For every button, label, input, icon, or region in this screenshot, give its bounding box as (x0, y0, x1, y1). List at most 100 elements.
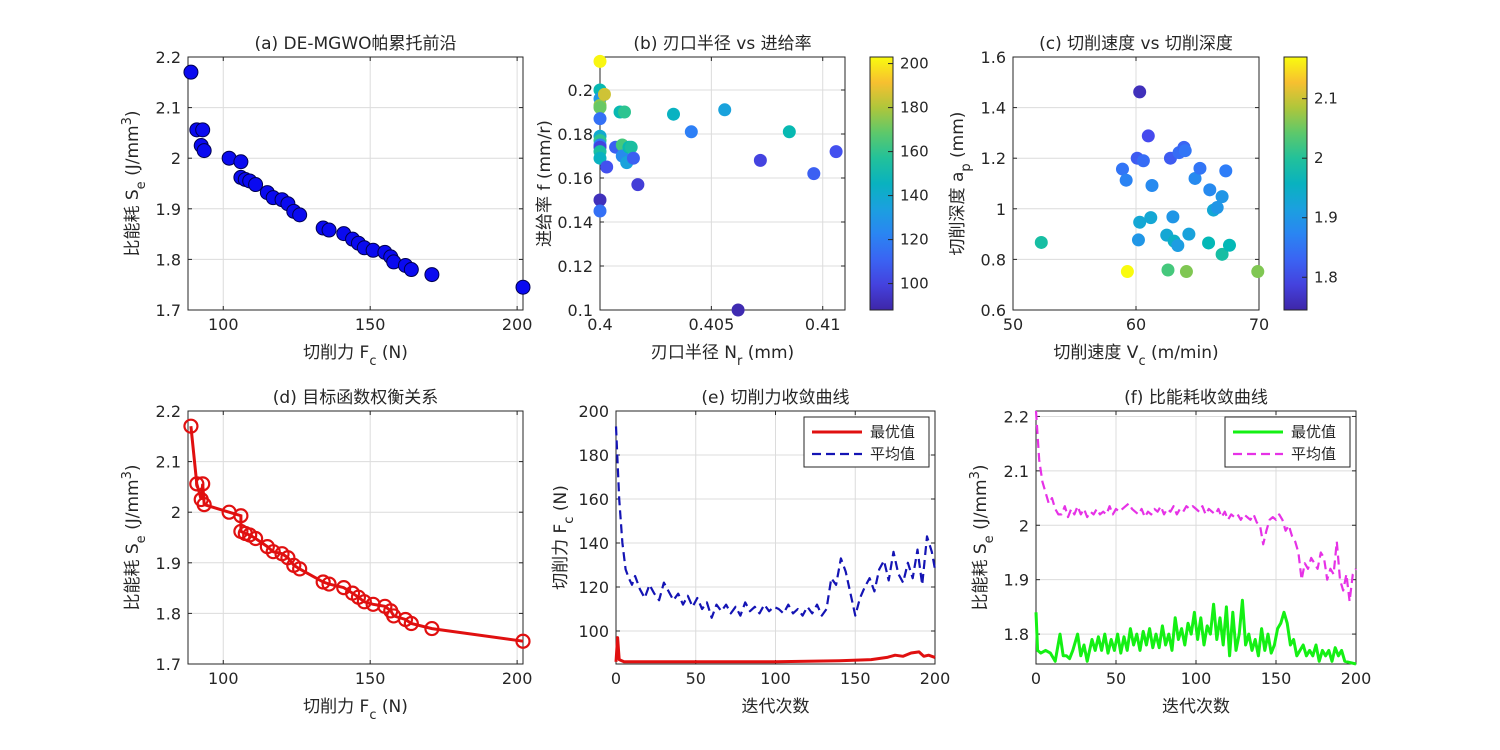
scatter-point (684, 125, 698, 139)
y-axis-label-unit: (J/mm (123, 479, 143, 535)
x-axis-label-main: 刃口半径 N (651, 343, 737, 363)
scatter-point (1193, 161, 1207, 175)
pareto-point (403, 262, 419, 278)
y-axis-label-end: ) (971, 464, 991, 471)
pareto-point (515, 279, 531, 295)
x-tick-label: 100 (1181, 669, 1212, 688)
axes-box-a (187, 56, 524, 311)
pareto-point (292, 207, 308, 223)
scatter-point (782, 125, 796, 139)
colorbar-tick-label: 1.9 (1314, 209, 1338, 227)
x-tick-label: 200 (1341, 669, 1372, 688)
y-tick-label: 1.8 (1004, 625, 1029, 644)
legend-label: 平均值 (870, 445, 915, 463)
y-axis-label-b: 进给率 f (mm/r) (535, 120, 555, 247)
x-tick-label: 100 (208, 669, 239, 688)
scatter-point (1222, 238, 1236, 252)
x-tick-label: 0.405 (688, 315, 734, 334)
y-tick-label: 200 (578, 402, 609, 421)
y-tick-label: 0.6 (981, 301, 1006, 320)
y-tick-label: 2 (171, 503, 181, 522)
chart-title-a: (a) DE-MGWO帕累托前沿 (254, 34, 456, 54)
pareto-point (321, 222, 337, 238)
scatter-point (1202, 236, 1216, 250)
scatter-point (593, 151, 607, 165)
tradeoff-marker (403, 615, 419, 632)
scatter-point (731, 303, 745, 317)
x-tick-label: 0 (1031, 669, 1041, 688)
x-tick-label: 70 (1249, 315, 1269, 334)
x-axis-label-subscript: r (737, 354, 743, 369)
y-tick-label: 2.2 (1004, 407, 1029, 426)
colorbar-b (869, 56, 894, 311)
pareto-point (195, 122, 211, 138)
x-axis-label-f: 迭代次数 (1162, 697, 1230, 717)
plot-layer-f (1034, 410, 1357, 666)
scatter-point (1119, 173, 1133, 187)
y-axis-label-unit: (mm) (948, 112, 968, 164)
plot-layer-b (593, 54, 843, 317)
pareto-point (183, 64, 199, 80)
plot-layer-c (1034, 85, 1265, 279)
scatter-point (593, 193, 607, 207)
y-tick-label: 0.2 (568, 81, 593, 100)
x-axis-label-main: 迭代次数 (742, 697, 810, 717)
x-tick-label: 150 (355, 669, 386, 688)
y-axis-label-main: 切削力 F (551, 524, 571, 590)
x-axis-label-a: 切削力 Fc (N) (303, 343, 408, 369)
y-tick-label: 2 (171, 149, 181, 168)
scatter-point (593, 204, 607, 218)
x-axis-label-subscript: c (369, 708, 376, 723)
legend-box (803, 416, 930, 468)
scatter-point (1133, 85, 1147, 99)
tradeoff-marker (515, 633, 531, 649)
chart-title-b: (b) 刃口半径 vs 进给率 (633, 34, 811, 54)
axes-box-d (187, 410, 524, 665)
scatter-point (593, 54, 607, 68)
y-tick-label: 160 (578, 490, 609, 509)
y-tick-label: 140 (578, 534, 609, 553)
series-line-f-1 (1034, 410, 1357, 603)
scatter-point (718, 103, 732, 117)
y-axis-label-a: 比能耗 Se (J/mm3) (120, 110, 149, 256)
tradeoff-marker (196, 497, 212, 513)
scatter-point (1136, 154, 1150, 168)
x-tick-label: 50 (1106, 669, 1126, 688)
scatter-point (593, 101, 607, 115)
pareto-point (233, 154, 249, 170)
y-tick-label: 2 (1019, 516, 1029, 535)
y-axis-label-subscript: p (959, 163, 974, 171)
colorbar-c (1283, 56, 1308, 311)
y-axis-label-f: 比能耗 Se (J/mm3) (968, 464, 997, 610)
x-axis-label-unit: (N) (376, 343, 407, 363)
y-tick-label: 0.12 (557, 257, 593, 276)
scatter-point (1166, 210, 1180, 224)
tradeoff-marker (189, 476, 205, 492)
y-axis-label-c: 切削深度 ap (mm) (948, 112, 974, 256)
x-tick-label: 200 (920, 669, 951, 688)
x-tick-label: 0.41 (805, 315, 841, 334)
y-axis-label-e: 切削力 Fc (N) (551, 485, 577, 590)
scatter-point (1145, 179, 1159, 193)
tradeoff-marker (233, 508, 249, 524)
legend-label: 最优值 (1291, 423, 1336, 441)
y-tick-label: 1.7 (156, 655, 181, 674)
y-tick-label: 0.16 (557, 169, 593, 188)
x-tick-label: 0.4 (587, 315, 612, 334)
x-tick-label: 150 (355, 315, 386, 334)
y-axis-label-unit: (N) (551, 485, 571, 516)
y-tick-label: 1.4 (981, 99, 1006, 118)
y-tick-label: 0.14 (557, 213, 593, 232)
chart-f: 0 50 100 150 200 1.8 1.9 2 2.1 2.2 (f) 比能耗收敛曲线迭代次数… (968, 388, 1371, 717)
colorbar-tick-label: 1.8 (1314, 268, 1338, 286)
scatter-point (1203, 183, 1217, 197)
y-axis-label-subscript: e (982, 535, 997, 543)
y-tick-label: 1.8 (156, 604, 181, 623)
scatter-point (829, 145, 843, 159)
chart-title-d: (d) 目标函数权衡关系 (273, 388, 438, 408)
x-tick-label: 150 (840, 669, 871, 688)
y-axis-label-main: 比能耗 S (123, 189, 143, 256)
